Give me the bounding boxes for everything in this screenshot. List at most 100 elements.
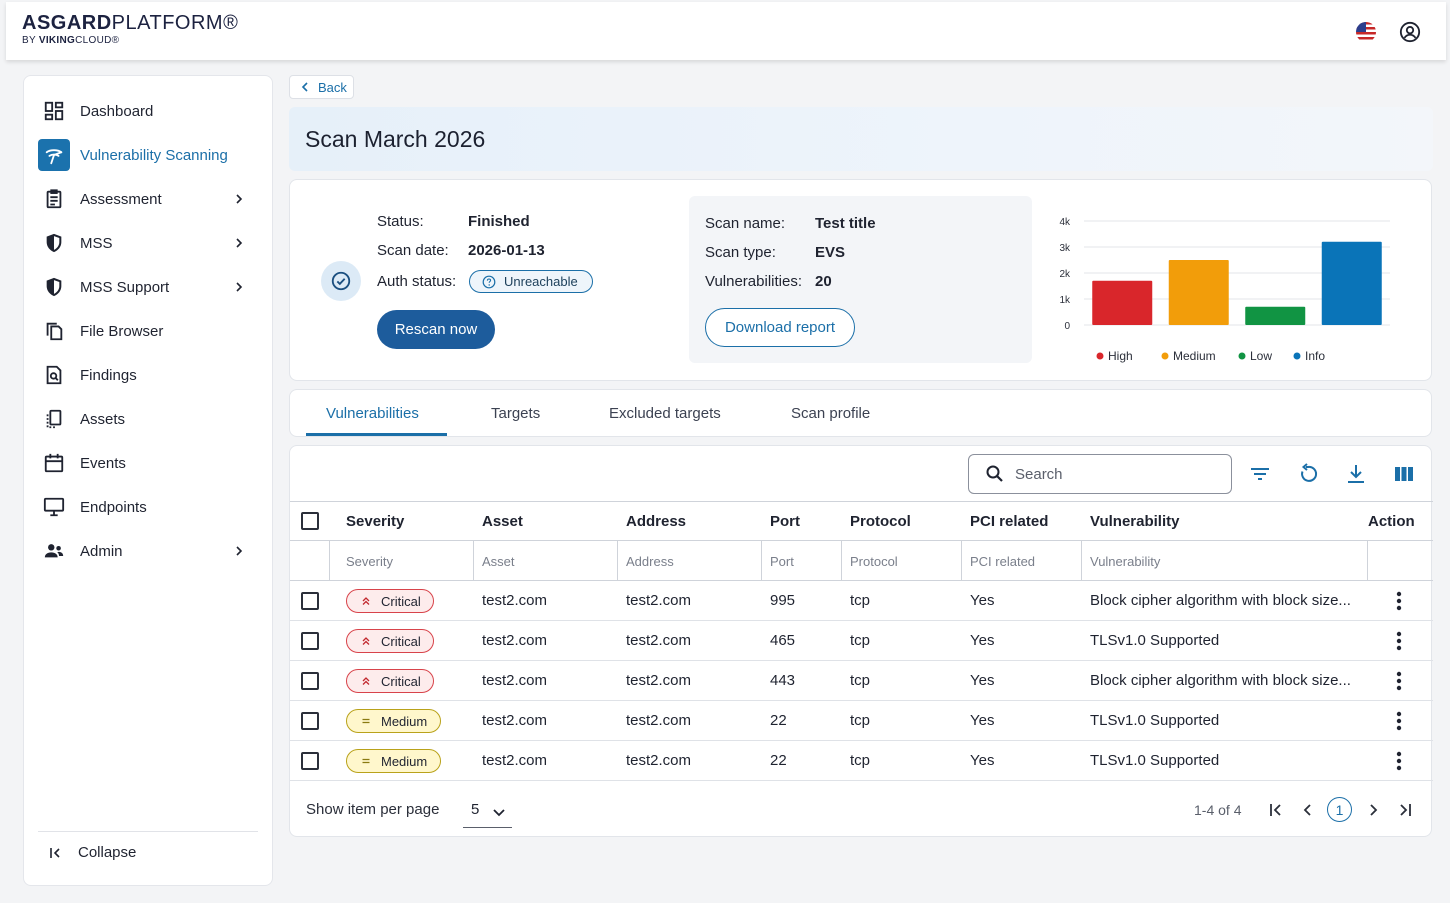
cell-address: test2.com [626, 712, 692, 729]
cell-vulnerability: Block cipher algorithm with block size..… [1090, 592, 1351, 609]
y-tick-label: 1k [1059, 295, 1071, 306]
more-actions-icon[interactable] [1396, 711, 1402, 731]
dashboard-icon [38, 95, 70, 127]
tab-scan-profile[interactable]: Scan profile [791, 405, 871, 422]
cell-vulnerability: TLSv1.0 Supported [1090, 752, 1220, 769]
auth-status-value: Unreachable [504, 274, 578, 289]
previous-page-icon[interactable] [1297, 799, 1319, 821]
more-actions-icon[interactable] [1396, 631, 1402, 651]
legend-marker [1161, 352, 1169, 360]
equals-icon [362, 718, 370, 724]
more-actions-icon[interactable] [1396, 591, 1402, 611]
tab-targets[interactable]: Targets [491, 405, 541, 422]
sidebar-item-events[interactable]: Events [38, 445, 260, 481]
account-icon[interactable] [1399, 21, 1421, 43]
status-row: Status: Finished [377, 213, 530, 230]
column-header-vulnerability[interactable]: Vulnerability [1090, 513, 1180, 530]
filter-protocol[interactable]: Protocol [841, 541, 961, 581]
more-actions-icon[interactable] [1396, 671, 1402, 691]
sidebar-item-label: Endpoints [80, 498, 147, 516]
filter-address[interactable]: Address [617, 541, 761, 581]
logo-by: BY [22, 35, 36, 46]
back-button[interactable]: Back [289, 75, 354, 99]
cell-pci-related: Yes [970, 592, 995, 609]
tab-vulnerabilities[interactable]: Vulnerabilities [326, 405, 419, 422]
scan-name-row: Scan name: Test title [705, 215, 876, 232]
refresh-icon[interactable] [1296, 462, 1320, 486]
chevron-down-icon [493, 809, 505, 817]
column-header-pci-related[interactable]: PCI related [970, 513, 1049, 530]
filter-severity[interactable]: Severity [329, 541, 473, 581]
download-report-button[interactable]: Download report [705, 308, 855, 347]
filter-vulnerability[interactable]: Vulnerability [1081, 541, 1367, 581]
sidebar-item-mss-support[interactable]: MSS Support [38, 269, 260, 305]
legend-label: Low [1250, 349, 1272, 363]
severity-label: Medium [381, 713, 428, 729]
last-page-icon[interactable] [1394, 799, 1416, 821]
cell-pci-related: Yes [970, 672, 995, 689]
sidebar-item-findings[interactable]: Findings [38, 357, 260, 393]
column-header-severity[interactable]: Severity [346, 513, 405, 530]
sidebar-item-label: Vulnerability Scanning [80, 146, 228, 164]
logo[interactable]: ASGARDPLATFORM® BY VIKINGCLOUD® [22, 12, 238, 46]
shield-icon [38, 271, 70, 303]
columns-icon[interactable] [1392, 462, 1416, 486]
title-banner: Scan March 2026 [289, 107, 1433, 171]
row-checkbox[interactable] [301, 592, 319, 610]
severity-bar-chart: 0 1k 2k 3k 4k High Medium Low Info [1059, 217, 1390, 363]
column-header-port[interactable]: Port [770, 513, 800, 530]
rescan-now-button[interactable]: Rescan now [377, 310, 495, 349]
items-per-page-select[interactable]: 5 [463, 796, 512, 828]
logo-text-light: PLATFORM® [111, 12, 239, 34]
scan-summary-card: Status: Finished Scan date: 2026-01-13 A… [289, 179, 1432, 381]
select-all-checkbox[interactable] [301, 512, 319, 530]
pagination: Show item per page 5 1-4 of 4 1 [290, 782, 1433, 838]
row-checkbox[interactable] [301, 752, 319, 770]
sidebar-item-assessment[interactable]: Assessment [38, 181, 260, 217]
filter-pci-related[interactable]: PCI related [961, 541, 1081, 581]
sidebar-item-assets[interactable]: Assets [38, 401, 260, 437]
double-chevron-up-icon [362, 637, 370, 645]
row-checkbox[interactable] [301, 712, 319, 730]
row-checkbox[interactable] [301, 632, 319, 650]
table-row[interactable]: Critical test2.com test2.com 995 tcp Yes Block… [290, 581, 1433, 621]
items-per-page-value: 5 [471, 801, 480, 818]
scan-name-label: Scan name: [705, 215, 786, 232]
collapse-button[interactable]: Collapse [48, 844, 136, 861]
table-row[interactable]: Medium test2.com test2.com 22 tcp Yes TLSv1.0 … [290, 701, 1433, 741]
y-tick-label: 0 [1064, 321, 1070, 332]
tab-excluded-targets[interactable]: Excluded targets [609, 405, 721, 422]
sidebar-item-file-browser[interactable]: File Browser [38, 313, 260, 349]
legend-marker [1096, 352, 1104, 360]
us-flag-icon[interactable] [1356, 22, 1376, 42]
table-row[interactable]: Medium test2.com test2.com 22 tcp Yes TLSv1.0 … [290, 741, 1433, 781]
legend-marker [1293, 352, 1301, 360]
sidebar-item-vulnerability-scanning[interactable]: Vulnerability Scanning [38, 137, 260, 173]
bar-medium [1168, 260, 1229, 325]
table-row[interactable]: Critical test2.com test2.com 443 tcp Yes Block… [290, 661, 1433, 701]
cell-asset: test2.com [482, 672, 548, 689]
row-checkbox[interactable] [301, 672, 319, 690]
vulnerabilities-table-card: Search Severity Asset Address Port Proto… [289, 445, 1433, 838]
sidebar-item-label: Assets [80, 410, 126, 428]
sidebar-item-label: Findings [80, 366, 137, 384]
sidebar-item-mss[interactable]: MSS [38, 225, 260, 261]
first-page-icon[interactable] [1265, 799, 1287, 821]
filter-asset[interactable]: Asset [473, 541, 617, 581]
search-input[interactable]: Search [968, 454, 1232, 494]
cell-asset: test2.com [482, 632, 548, 649]
sidebar-item-endpoints[interactable]: Endpoints [38, 489, 260, 525]
current-page[interactable]: 1 [1327, 797, 1352, 822]
next-page-icon[interactable] [1362, 799, 1384, 821]
download-icon[interactable] [1344, 462, 1368, 486]
filter-icon[interactable] [1248, 462, 1272, 486]
sidebar-item-dashboard[interactable]: Dashboard [38, 93, 260, 129]
table-row[interactable]: Critical test2.com test2.com 465 tcp Yes TLSv1… [290, 621, 1433, 661]
sidebar-item-admin[interactable]: Admin [38, 533, 260, 569]
more-actions-icon[interactable] [1396, 751, 1402, 771]
double-chevron-up-icon [362, 597, 370, 605]
column-header-protocol[interactable]: Protocol [850, 513, 911, 530]
filter-port[interactable]: Port [761, 541, 841, 581]
column-header-asset[interactable]: Asset [482, 513, 523, 530]
column-header-address[interactable]: Address [626, 513, 687, 530]
